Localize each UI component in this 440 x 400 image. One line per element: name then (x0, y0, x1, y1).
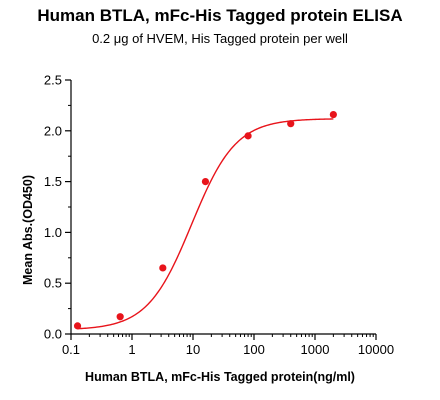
x-tick-label: 10 (186, 342, 200, 357)
chart-title: Human BTLA, mFc-His Tagged protein ELISA (37, 6, 403, 25)
x-axis-ticks: 0.1 1 10 100 1000 10000 (62, 334, 394, 357)
y-tick-label: 2.5 (44, 73, 62, 88)
data-point (244, 132, 252, 140)
y-axis-ticks: 0.0 0.5 1.0 1.5 2.0 2.5 (44, 73, 71, 342)
data-point (329, 110, 337, 119)
y-tick-label: 0.0 (44, 327, 62, 342)
data-point (287, 120, 295, 128)
x-tick-label: 0.1 (62, 342, 80, 357)
y-tick-label: 0.5 (44, 276, 62, 291)
fit-curve (77, 118, 334, 330)
y-tick-label: 2.0 (44, 123, 62, 138)
y-axis-label: Mean Abs.(OD450) (21, 175, 35, 285)
x-tick-label: 1 (128, 342, 135, 357)
fit-curve-layer (77, 118, 334, 330)
x-tick-label: 1000 (301, 342, 330, 357)
y-tick-label: 1.0 (44, 225, 62, 240)
data-point (201, 178, 210, 186)
x-tick-label: 100 (243, 342, 265, 357)
data-point (159, 264, 167, 272)
data-point (73, 322, 82, 330)
y-tick-label: 1.5 (44, 174, 62, 189)
x-tick-label: 10000 (358, 342, 394, 357)
data-point (116, 313, 124, 321)
axes (70, 80, 376, 335)
data-points (73, 110, 337, 330)
chart-subtitle: 0.2 μg of HVEM, His Tagged protein per w… (92, 31, 348, 46)
x-axis-label: Human BTLA, mFc-His Tagged protein(ng/ml… (85, 370, 355, 384)
